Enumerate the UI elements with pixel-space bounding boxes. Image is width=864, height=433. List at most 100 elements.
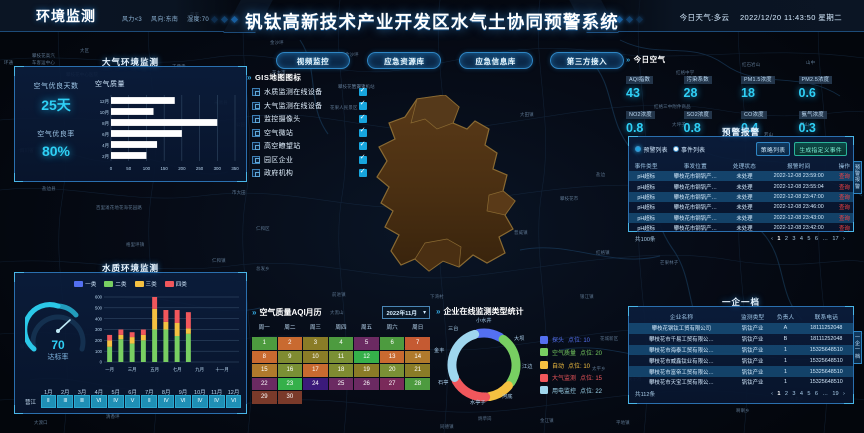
page-number[interactable]: … [822, 236, 828, 243]
nav-button-video-monitor[interactable]: 视频监控 [276, 52, 350, 69]
gis-layer-item[interactable]: 水质监测在线设备 [252, 86, 367, 97]
donut-outer-label: 大坝 [514, 336, 525, 342]
calendar-day-cell[interactable]: 15 [252, 364, 277, 377]
calendar-day-cell[interactable]: 28 [405, 377, 430, 390]
calendar-day-cell[interactable]: 1 [252, 337, 277, 350]
calendar-day-cell[interactable]: 9 [277, 350, 303, 363]
strategy-list-button[interactable]: 策略列表 [755, 142, 791, 156]
table-row[interactable]: 攀枝花市海泰工贸有限公… 钒钛产业 1 15325648510 [629, 344, 853, 356]
gis-layer-item[interactable]: 高空瞭望站 [252, 140, 367, 151]
page-number[interactable]: 3 [792, 390, 796, 397]
page-number[interactable]: … [822, 390, 828, 397]
page-number[interactable]: 3 [792, 236, 796, 243]
calendar-day-cell[interactable]: 21 [405, 364, 430, 377]
checkbox-checked-icon[interactable] [359, 126, 367, 137]
calendar-day-cell[interactable]: 6 [379, 337, 405, 350]
table-row[interactable]: pH超标 攀枝花市钢钒产… 未处理 2022-12-08 23:43:00 查询 [629, 212, 853, 223]
page-next-button[interactable]: › [842, 236, 845, 243]
page-prev-button[interactable]: ‹ [771, 390, 773, 397]
page-number[interactable]: 6 [814, 390, 818, 397]
calendar-day-cell[interactable]: 29 [252, 391, 277, 404]
page-number[interactable]: 1 [777, 236, 781, 243]
calendar-day-cell[interactable]: 2 [277, 337, 303, 350]
alarm-tabs: 预警列表 事件列表 策略列表 生成指定义事件 [629, 137, 853, 159]
checkbox-checked-icon[interactable] [359, 140, 367, 150]
svg-text:150: 150 [160, 166, 168, 171]
nav-button-emergency-info[interactable]: 应急信息库 [458, 52, 533, 69]
page-number[interactable]: 19 [832, 390, 839, 397]
page-number[interactable]: 4 [799, 390, 803, 397]
gis-layer-item[interactable]: 政府机构 [252, 167, 367, 178]
calendar-day-cell[interactable]: 30 [277, 391, 303, 404]
alarm-action-link[interactable]: 查询 [835, 191, 853, 203]
calendar-day-cell[interactable]: 17 [303, 364, 328, 377]
calendar-day-cell[interactable]: 5 [354, 337, 379, 350]
page-number[interactable]: 1 [777, 390, 781, 397]
checkbox-checked-icon[interactable] [359, 86, 367, 96]
checkbox-checked-icon[interactable] [359, 99, 367, 110]
calendar-day-cell[interactable]: 11 [328, 350, 354, 363]
gis-layer-item[interactable]: 园区企业 [252, 153, 367, 165]
page-next-button[interactable]: › [842, 390, 845, 397]
table-row[interactable]: pH超标 攀枝花市钢钒产… 未处理 2022-12-08 23:47:00 查询 [629, 191, 853, 203]
alarm-action-link[interactable]: 查询 [835, 171, 853, 182]
table-row[interactable]: 攀枝花市天宝工贸有限公… 钒钛产业 1 15325648510 [629, 377, 853, 388]
page-number[interactable]: 2 [784, 390, 788, 397]
calendar-day-cell[interactable]: 19 [354, 364, 379, 377]
calendar-day-cell[interactable]: 14 [405, 350, 430, 363]
page-number[interactable]: 5 [807, 236, 811, 243]
enterprise-side-tab[interactable]: 一企一档 [853, 331, 862, 364]
gis-layer-item[interactable]: 监控摄像头 [252, 113, 367, 124]
page-prev-button[interactable]: ‹ [771, 236, 773, 243]
calendar-day-cell[interactable]: 13 [379, 350, 405, 363]
calendar-day-cell[interactable]: 16 [277, 364, 303, 377]
calendar-day-cell[interactable]: 20 [379, 364, 405, 377]
generate-event-button[interactable]: 生成指定义事件 [794, 142, 847, 156]
alarm-action-link[interactable]: 查询 [838, 205, 850, 212]
alarm-panel-title: 预警报警 [721, 127, 760, 137]
calendar-day-cell[interactable]: 25 [328, 377, 354, 390]
calendar-day-cell[interactable]: 10 [303, 350, 328, 363]
calendar-day-cell[interactable]: 3 [303, 337, 328, 350]
page-number[interactable]: 4 [799, 236, 803, 243]
calendar-day-cell[interactable]: 22 [252, 377, 277, 390]
calendar-day-cell[interactable]: 23 [277, 377, 303, 390]
page-number[interactable]: 2 [784, 236, 788, 243]
alarm-action-link[interactable]: 查询 [835, 212, 853, 223]
checkbox-checked-icon[interactable] [359, 167, 367, 177]
alarm-action-link[interactable]: 查询 [838, 184, 850, 191]
enterprise-cell-phone: 15325648510 [809, 379, 843, 386]
calendar-day-cell[interactable]: 8 [252, 350, 277, 363]
table-row[interactable]: pH超标 攀枝花市钢钒产… 未处理 2022-12-08 23:59:00 查询 [629, 171, 853, 182]
alarm-side-tab[interactable]: 预警报警 [853, 161, 862, 194]
calendar-day-cell[interactable]: 4 [328, 337, 354, 350]
gis-layer-item[interactable]: 大气监测在线设备 [252, 99, 367, 111]
table-row[interactable]: 攀枝花市威鑫钛业有限公… 钒钛产业 1 15325648510 [629, 355, 853, 366]
gis-layer-item[interactable]: 空气微站 [252, 126, 367, 138]
radio-event-list[interactable]: 事件列表 [672, 145, 705, 154]
nav-button-third-party[interactable]: 第三方接入 [549, 52, 624, 69]
table-row[interactable]: 攀枝花钢钛工贸有限公司 钒钛产业 A 18111252048 [629, 323, 853, 334]
alarm-action-link[interactable]: 查询 [838, 226, 850, 233]
page-number[interactable]: 6 [814, 236, 818, 243]
radio-warning-list[interactable]: 预警列表 [635, 145, 668, 154]
table-row[interactable]: pH超标 攀枝花市钢钒产… 未处理 2022-12-08 23:46:00 查询 [629, 202, 853, 212]
donut-outer-label: 石亭 [438, 380, 449, 386]
region-map-shape[interactable] [355, 94, 575, 285]
checkbox-checked-icon[interactable] [359, 153, 367, 164]
page-number[interactable]: 17 [832, 236, 839, 243]
table-row[interactable]: pH超标 攀枝花市钢钒产… 未处理 2022-12-08 23:42:00 查询 [629, 223, 853, 233]
calendar-day-cell[interactable]: 18 [328, 364, 354, 377]
month-select[interactable]: 2022年11月 ▾ [382, 306, 430, 319]
page-number[interactable]: 5 [807, 390, 811, 397]
calendar-day-cell[interactable]: 27 [379, 377, 405, 390]
calendar-day-cell[interactable]: 26 [354, 377, 379, 390]
calendar-day-cell[interactable]: 12 [354, 350, 379, 363]
calendar-day-cell[interactable]: 24 [303, 377, 328, 390]
nav-button-emergency-resources[interactable]: 应急资源库 [367, 52, 442, 69]
table-row[interactable]: 攀枝花市富帝工贸有限公… 钒钛产业 1 15325648510 [629, 366, 853, 377]
checkbox-checked-icon[interactable] [359, 113, 367, 123]
table-row[interactable]: pH超标 攀枝花市钢钒产… 未处理 2022-12-08 23:55:04 查询 [629, 181, 853, 191]
table-row[interactable]: 攀枝花市千易工贸有限公… 钒钛产业 B 18111252048 [629, 334, 853, 345]
calendar-day-cell[interactable]: 7 [405, 337, 430, 350]
